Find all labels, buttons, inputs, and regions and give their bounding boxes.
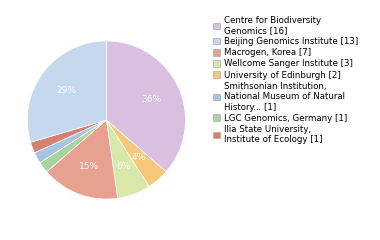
- Text: 29%: 29%: [57, 86, 76, 95]
- Text: 4%: 4%: [132, 153, 146, 162]
- Wedge shape: [27, 41, 106, 142]
- Wedge shape: [47, 120, 118, 199]
- Wedge shape: [35, 120, 106, 163]
- Wedge shape: [30, 120, 106, 153]
- Wedge shape: [40, 120, 106, 172]
- Wedge shape: [106, 120, 149, 198]
- Wedge shape: [106, 41, 185, 172]
- Text: 36%: 36%: [142, 95, 162, 104]
- Wedge shape: [106, 120, 166, 186]
- Legend: Centre for Biodiversity
Genomics [16], Beijing Genomics Institute [13], Macrogen: Centre for Biodiversity Genomics [16], B…: [214, 16, 358, 144]
- Text: 6%: 6%: [117, 162, 131, 171]
- Text: 15%: 15%: [79, 162, 99, 171]
